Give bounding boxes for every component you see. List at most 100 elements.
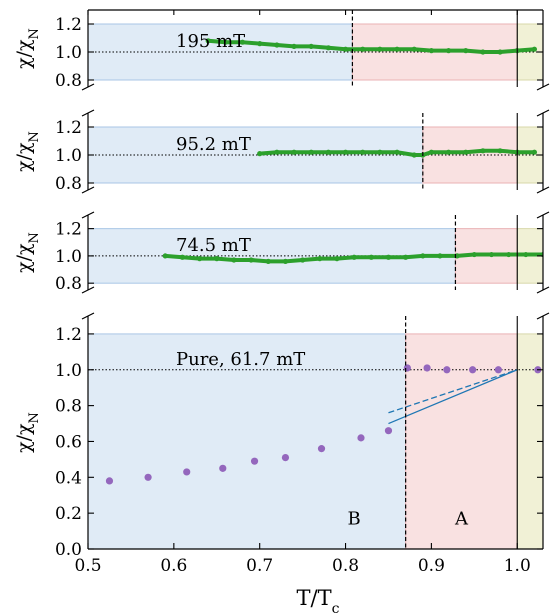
data-point <box>231 257 237 263</box>
panel-3: 74.5 mT 0.8 1.0 1.2 χ/χN <box>13 211 550 294</box>
y-tick-label: 1.0 <box>55 146 82 166</box>
data-point <box>531 46 538 52</box>
x-tick-label: 0.8 <box>332 556 359 576</box>
panel-label: 195 mT <box>176 31 245 52</box>
axis-break <box>81 312 95 320</box>
plot-area <box>88 113 543 190</box>
fit-line-dashed <box>388 369 518 414</box>
y-tick-label: 1.0 <box>55 247 82 267</box>
data-point <box>420 253 426 259</box>
panel-2: 95.2 mT 0.8 1.0 1.2 χ/χN <box>13 109 550 194</box>
y-tick-label: 1.0 <box>55 43 82 63</box>
data-point <box>308 149 314 155</box>
data-point <box>384 427 393 435</box>
data-point <box>497 148 503 154</box>
axis-break <box>81 186 95 194</box>
data-point <box>403 254 409 260</box>
axis-break <box>81 83 95 91</box>
panel-label: 74.5 mT <box>176 235 251 256</box>
axis-break <box>81 109 95 117</box>
data-point <box>248 257 254 263</box>
y-tick-label: 1.0 <box>55 361 82 381</box>
data-point <box>342 149 349 155</box>
y-tick-label: 0.8 <box>55 397 82 417</box>
data-point <box>144 473 152 481</box>
x-tick-label: 1.0 <box>504 556 531 576</box>
data-point <box>497 49 503 55</box>
panel-label: Pure, 61.7 mT <box>176 349 305 370</box>
data-point <box>205 38 211 44</box>
data-point <box>463 48 469 54</box>
y-tick-label: 1.2 <box>55 220 82 240</box>
plot-area <box>88 10 543 87</box>
data-point <box>394 149 400 155</box>
data-point <box>300 257 306 263</box>
x-tick-label: 0.9 <box>418 556 445 576</box>
data-band <box>206 38 537 54</box>
y-tick-label: 0.8 <box>55 174 82 194</box>
data-point <box>214 256 220 262</box>
y-axis-label: χ/χN <box>13 232 42 273</box>
data-point <box>469 366 477 374</box>
data-point <box>385 254 392 260</box>
data-point <box>403 364 411 372</box>
data-point <box>317 256 323 262</box>
x-tick-label: 0.7 <box>246 556 273 576</box>
data-point <box>394 46 400 52</box>
axis-break <box>536 186 550 194</box>
axis-break <box>536 83 550 91</box>
data-point <box>523 251 529 258</box>
data-point <box>179 254 186 260</box>
data-point <box>162 253 168 259</box>
data-point <box>377 46 383 52</box>
data-point <box>480 49 486 55</box>
data-point <box>257 151 263 157</box>
panel-label: 95.2 mT <box>176 134 251 155</box>
panel-4: Pure, 61.7 mT B A 0.0 0.2 0.4 0.6 0.8 1.0 1.2 0.5 0… <box>13 312 550 576</box>
data-point <box>265 258 271 264</box>
data-point <box>471 251 477 258</box>
data-point <box>257 41 263 47</box>
data-point <box>291 149 297 155</box>
data-point <box>274 42 280 48</box>
y-tick-label: 0.2 <box>55 504 82 524</box>
y-tick-label: 0.4 <box>55 468 82 488</box>
axis-break <box>536 286 550 294</box>
data-point <box>325 149 331 155</box>
fit-line-solid <box>388 369 518 425</box>
region-label-a: A <box>454 509 469 530</box>
data-point <box>250 457 259 465</box>
data-point <box>463 149 469 155</box>
y-tick-label: 0.8 <box>55 71 82 91</box>
data-point <box>531 149 538 155</box>
data-point <box>197 256 203 262</box>
region-b <box>88 126 424 184</box>
x-tick-label: 0.6 <box>160 556 187 576</box>
y-tick-label: 1.2 <box>55 118 82 138</box>
data-point <box>423 364 431 372</box>
axis-break <box>536 211 550 219</box>
data-point <box>317 445 326 453</box>
x-tick-label: 0.5 <box>74 556 101 576</box>
data-point <box>494 366 502 374</box>
data-point <box>282 258 289 264</box>
y-axis-label: χ/χN <box>13 131 42 172</box>
data-point <box>351 254 357 260</box>
data-band <box>257 148 537 157</box>
data-point <box>342 46 349 52</box>
data-point <box>445 149 452 155</box>
region-label-b: B <box>348 509 361 530</box>
y-tick-label: 1.2 <box>55 15 82 35</box>
data-point <box>357 434 365 442</box>
y-tick-label: 0.6 <box>55 432 82 452</box>
data-point <box>428 48 434 54</box>
data-point <box>360 149 366 155</box>
x-axis-label: T/Tc <box>297 586 340 614</box>
data-point <box>334 256 340 262</box>
data-point <box>360 46 366 52</box>
data-point <box>274 149 280 155</box>
y-tick-label: 0.8 <box>55 274 82 294</box>
region-b <box>88 23 353 81</box>
data-point <box>105 477 114 485</box>
y-tick-label: 0.0 <box>55 540 82 560</box>
